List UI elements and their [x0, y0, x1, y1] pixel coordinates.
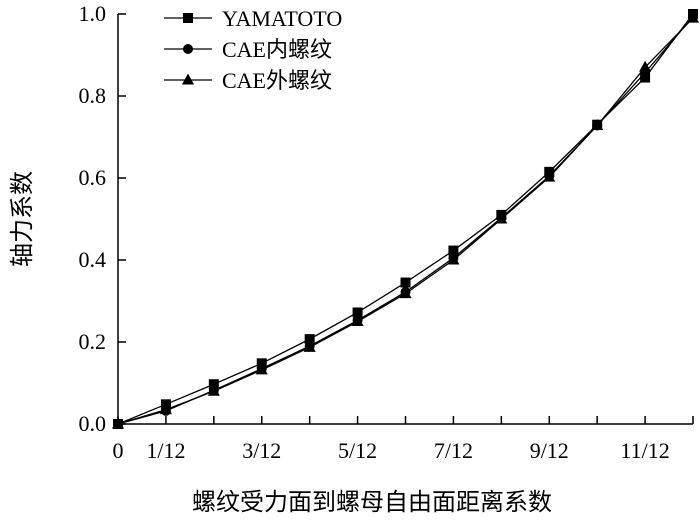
legend-item: CAE外螺纹: [164, 68, 332, 93]
series-3: [112, 11, 699, 429]
x-tick-label: 11/12: [620, 438, 669, 463]
data-point: [256, 358, 267, 369]
legend-marker: [183, 13, 193, 23]
data-point: [255, 363, 268, 375]
data-point: [495, 212, 508, 224]
data-point: [351, 315, 364, 326]
y-tick-label: 0.0: [79, 411, 107, 436]
data-point: [303, 340, 316, 352]
legend-item: CAE内螺纹: [164, 37, 332, 62]
y-tick-label: 0.2: [79, 329, 107, 354]
x-tick-label: 1/12: [146, 438, 185, 463]
data-point: [208, 379, 219, 390]
x-tick-label: 5/12: [338, 438, 377, 463]
y-tick-label: 0.4: [79, 247, 107, 272]
data-point: [304, 334, 315, 345]
data-point: [207, 384, 220, 396]
y-tick-label: 0.6: [79, 165, 107, 190]
data-point: [687, 11, 699, 23]
legend-label: YAMATOTO: [222, 6, 342, 31]
data-point: [591, 119, 604, 131]
y-axis-title: 轴力系数: [9, 171, 36, 267]
series-1: [113, 9, 698, 429]
axes: 0.0 0.2 0.4 0.6 0.8 1.0 0 1/12 3/12 5/12 7/12 9/12 1…: [79, 1, 694, 463]
data-point: [112, 417, 124, 429]
x-tick-label: 9/12: [530, 438, 569, 463]
data-point: [447, 253, 460, 265]
data-point: [543, 170, 556, 182]
legend-label: CAE外螺纹: [222, 68, 332, 93]
data-point: [159, 403, 172, 415]
series-2: [113, 11, 698, 429]
legend-marker: [182, 73, 194, 85]
legend: YAMATOTO CAE内螺纹 CAE外螺纹: [164, 6, 342, 93]
data-point: [399, 287, 412, 299]
legend-item: YAMATOTO: [164, 6, 342, 31]
series-layer: [112, 9, 699, 429]
y-tick-label: 0.8: [79, 83, 107, 108]
legend-label: CAE内螺纹: [222, 37, 332, 62]
series-line: [117, 16, 694, 425]
data-point: [400, 277, 411, 288]
x-tick-label: 7/12: [434, 438, 473, 463]
series-line: [117, 13, 694, 425]
data-point: [639, 60, 652, 72]
series-line: [117, 17, 694, 425]
legend-marker: [183, 44, 193, 54]
x-tick-label: 0: [113, 438, 124, 463]
data-point: [352, 307, 363, 318]
y-tick-label: 1.0: [79, 1, 107, 26]
data-point: [448, 245, 459, 256]
x-tick-label: 3/12: [242, 438, 281, 463]
x-axis-title: 螺纹受力面到螺母自由面距离系数: [192, 489, 552, 516]
